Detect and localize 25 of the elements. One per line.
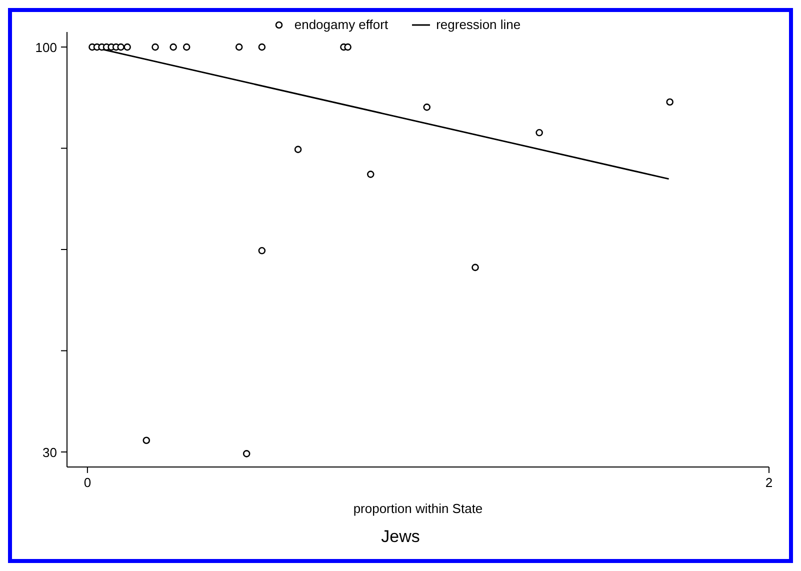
point [142,436,150,444]
x-axis-title: proportion within State [353,501,483,516]
point [258,43,266,51]
legend-label: endogamy effort [294,17,388,32]
point [294,146,302,154]
point [124,43,131,51]
point [170,43,177,51]
y-tick-label: 30 [42,444,57,460]
point [344,43,352,51]
point [258,247,266,254]
point [472,264,479,272]
point [423,104,431,111]
point [536,129,543,136]
x-tick-label: 0 [84,475,92,490]
point [235,43,243,51]
point [117,43,124,51]
y-tick-label: 100 [35,40,57,56]
x-tick-label: 2 [765,475,773,490]
point [666,98,674,106]
point [242,450,250,458]
legend-label: regression line [436,17,521,32]
text: Jews [380,527,421,547]
point [182,43,190,51]
point [366,170,374,178]
point [152,43,159,51]
